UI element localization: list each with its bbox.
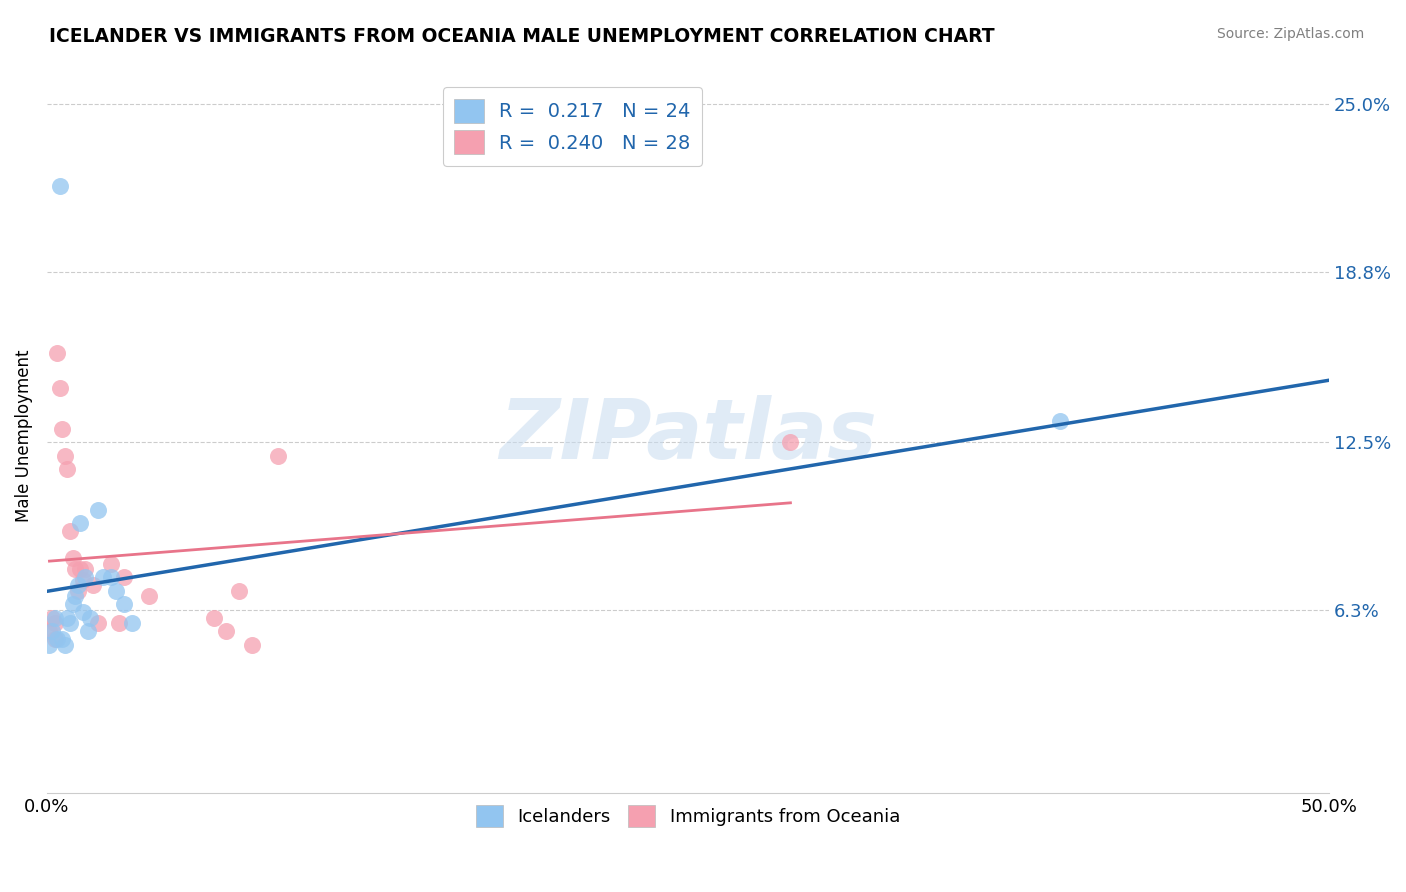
- Point: [112, 570, 135, 584]
- Point: [48, 178, 70, 193]
- Point: [75, 570, 97, 584]
- Point: [41, 624, 63, 639]
- Legend: Icelanders, Immigrants from Oceania: Icelanders, Immigrants from Oceania: [468, 798, 907, 834]
- Point: [38, 638, 60, 652]
- Point: [46, 346, 69, 360]
- Point: [63, 562, 86, 576]
- Point: [112, 597, 135, 611]
- Point: [44, 611, 66, 625]
- Point: [62, 551, 84, 566]
- Point: [105, 583, 128, 598]
- Point: [87, 502, 110, 516]
- Point: [38, 624, 60, 639]
- Point: [44, 632, 66, 647]
- Point: [107, 616, 129, 631]
- Point: [1049, 413, 1071, 427]
- Point: [62, 597, 84, 611]
- Point: [66, 583, 89, 598]
- Point: [51, 422, 73, 436]
- Point: [87, 616, 110, 631]
- Point: [75, 562, 97, 576]
- Point: [100, 557, 122, 571]
- Point: [72, 573, 94, 587]
- Point: [66, 578, 89, 592]
- Point: [72, 605, 94, 619]
- Point: [46, 632, 69, 647]
- Point: [59, 616, 82, 631]
- Point: [240, 638, 263, 652]
- Point: [202, 611, 225, 625]
- Point: [56, 611, 79, 625]
- Point: [51, 632, 73, 647]
- Point: [228, 583, 250, 598]
- Point: [44, 616, 66, 631]
- Point: [59, 524, 82, 539]
- Point: [100, 570, 122, 584]
- Point: [69, 562, 91, 576]
- Point: [79, 611, 101, 625]
- Point: [56, 462, 79, 476]
- Text: ZIPatlas: ZIPatlas: [499, 395, 877, 476]
- Point: [53, 449, 76, 463]
- Point: [48, 381, 70, 395]
- Y-axis label: Male Unemployment: Male Unemployment: [15, 349, 32, 522]
- Point: [779, 435, 801, 450]
- Point: [41, 611, 63, 625]
- Point: [82, 578, 104, 592]
- Point: [121, 616, 143, 631]
- Point: [91, 570, 114, 584]
- Point: [53, 638, 76, 652]
- Text: ICELANDER VS IMMIGRANTS FROM OCEANIA MALE UNEMPLOYMENT CORRELATION CHART: ICELANDER VS IMMIGRANTS FROM OCEANIA MAL…: [49, 27, 995, 45]
- Point: [215, 624, 238, 639]
- Text: Source: ZipAtlas.com: Source: ZipAtlas.com: [1216, 27, 1364, 41]
- Point: [266, 449, 288, 463]
- Point: [77, 624, 100, 639]
- Point: [63, 589, 86, 603]
- Point: [138, 589, 160, 603]
- Point: [69, 516, 91, 531]
